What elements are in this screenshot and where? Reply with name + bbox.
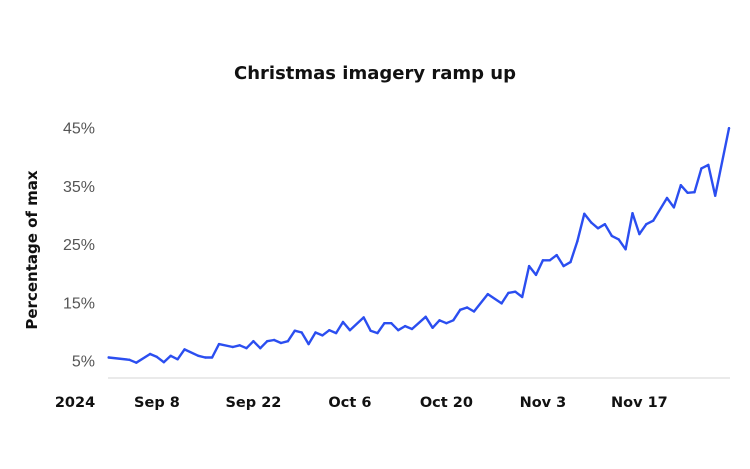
data-point (486, 292, 489, 296)
data-point (665, 196, 669, 200)
data-point (424, 315, 427, 318)
data-point (272, 338, 276, 342)
data-point (210, 356, 214, 359)
data-point (148, 352, 152, 356)
data-point (521, 295, 524, 299)
data-point (631, 212, 634, 215)
data-point (624, 248, 627, 251)
data-point (238, 344, 241, 347)
data-point (507, 291, 510, 295)
data-point (314, 331, 317, 334)
data-point (245, 347, 248, 350)
data-point (445, 322, 448, 325)
data-point (590, 221, 593, 224)
data-point (727, 127, 731, 130)
data-point (707, 163, 710, 167)
data-point (397, 329, 400, 332)
data-point (155, 355, 159, 359)
data-point (286, 340, 290, 343)
data-point (610, 234, 613, 238)
y-tick-label: 25% (63, 237, 95, 254)
data-point (107, 356, 110, 359)
data-point (183, 348, 186, 351)
series-line (107, 126, 731, 364)
y-tick-label: 5% (72, 354, 95, 371)
data-point (293, 329, 296, 332)
data-point (555, 253, 558, 257)
data-point (197, 354, 200, 357)
data-point (252, 340, 255, 343)
data-point (369, 329, 372, 332)
data-point (259, 347, 262, 350)
data-point (714, 194, 717, 197)
x-tick-label: Sep 22 (225, 395, 281, 411)
data-point (472, 310, 476, 313)
data-point (576, 239, 579, 243)
data-point (652, 219, 655, 222)
data-point (672, 206, 676, 209)
data-point (452, 319, 455, 322)
data-point (376, 331, 379, 335)
data-point (617, 238, 620, 241)
x-tick-label: Oct 6 (328, 395, 371, 411)
y-tick-label: 45% (63, 121, 95, 138)
data-point (514, 290, 517, 293)
data-point (700, 167, 703, 170)
data-point (596, 227, 600, 230)
data-point (307, 342, 310, 346)
data-point (328, 329, 331, 332)
data-point (693, 191, 696, 194)
x-tick-label: Nov 3 (520, 395, 567, 411)
x-tick-label: Oct 20 (420, 395, 473, 411)
x-tick-label: Nov 17 (611, 395, 668, 411)
data-point (383, 322, 386, 325)
data-point (583, 212, 586, 215)
y-axis-label: Percentage of max (23, 170, 41, 330)
data-point (135, 361, 138, 364)
y-tick-label: 35% (63, 179, 95, 196)
data-point (500, 302, 503, 305)
data-point (217, 342, 221, 346)
x-tick-label: Sep 8 (134, 395, 180, 411)
data-point (431, 326, 434, 329)
data-point (686, 191, 689, 194)
data-point (204, 356, 207, 359)
data-point (321, 334, 324, 337)
data-point (645, 223, 648, 226)
data-point (603, 223, 607, 226)
data-point (679, 184, 682, 187)
data-point (438, 319, 441, 322)
data-point (348, 329, 352, 332)
data-point (638, 232, 641, 236)
data-point (334, 331, 338, 335)
data-point (279, 341, 283, 345)
data-point (390, 322, 393, 325)
data-point (266, 340, 269, 343)
data-point (562, 264, 565, 268)
data-point (465, 306, 469, 309)
data-point (459, 308, 462, 311)
data-point (403, 324, 407, 328)
data-point (362, 316, 365, 319)
data-point (527, 264, 531, 268)
data-point (410, 327, 414, 331)
data-point (176, 358, 179, 361)
data-point (169, 354, 172, 357)
data-point (548, 259, 551, 262)
data-point (231, 345, 234, 349)
data-point (341, 320, 345, 324)
data-point (534, 273, 538, 277)
data-point (128, 358, 131, 361)
y-tick-label: 15% (63, 295, 95, 312)
data-point (541, 259, 545, 262)
data-point (300, 331, 303, 334)
data-point (569, 260, 572, 264)
x-axis-year-label: 2024 (55, 395, 95, 411)
chart-title: Christmas imagery ramp up (234, 63, 516, 84)
data-point (162, 361, 165, 364)
